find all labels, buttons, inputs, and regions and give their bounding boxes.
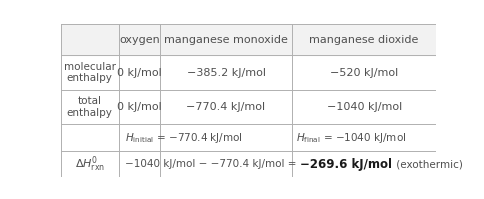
Text: −385.2 kJ/mol: −385.2 kJ/mol [186, 67, 265, 78]
Text: 0 kJ/mol: 0 kJ/mol [117, 67, 162, 78]
Text: −269.6 kJ/mol: −269.6 kJ/mol [300, 158, 392, 171]
Text: $H_{\mathrm{final}}$ = −1040 kJ/mol: $H_{\mathrm{final}}$ = −1040 kJ/mol [296, 131, 406, 145]
Text: 0 kJ/mol: 0 kJ/mol [117, 102, 162, 112]
Text: −770.4 kJ/mol: −770.4 kJ/mol [186, 102, 265, 112]
Text: molecular
enthalpy: molecular enthalpy [63, 62, 116, 83]
Text: −1040 kJ/mol − −770.4 kJ/mol =: −1040 kJ/mol − −770.4 kJ/mol = [124, 159, 299, 169]
Text: (exothermic): (exothermic) [393, 159, 462, 169]
Text: manganese monoxide: manganese monoxide [164, 35, 287, 45]
Text: −520 kJ/mol: −520 kJ/mol [329, 67, 397, 78]
Text: total
enthalpy: total enthalpy [67, 96, 112, 118]
Text: oxygen: oxygen [119, 35, 160, 45]
Text: $\Delta H^0_{\mathrm{rxn}}$: $\Delta H^0_{\mathrm{rxn}}$ [75, 154, 105, 174]
Text: manganese dioxide: manganese dioxide [309, 35, 418, 45]
Bar [60, 24, 436, 55]
Text: −1040 kJ/mol: −1040 kJ/mol [326, 102, 401, 112]
Text: $H_{\mathrm{initial}}$ = −770.4 kJ/mol: $H_{\mathrm{initial}}$ = −770.4 kJ/mol [124, 131, 242, 145]
